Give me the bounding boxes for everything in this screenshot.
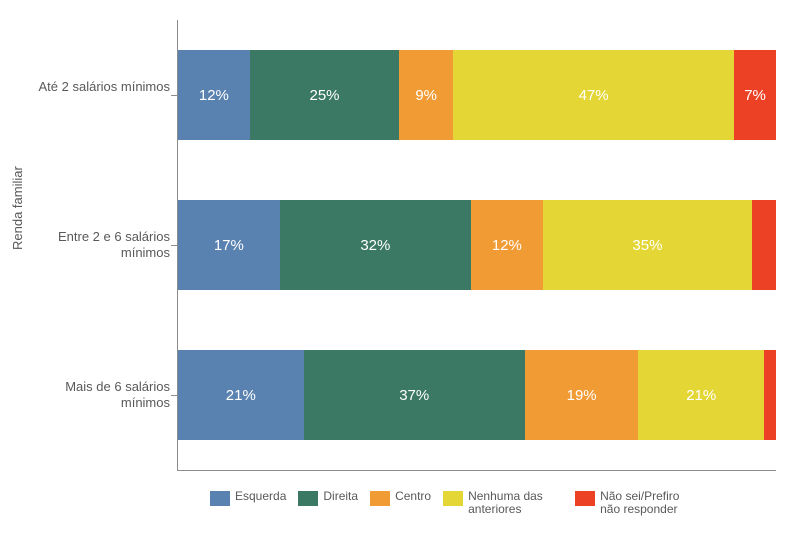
bar-value-label: 12% bbox=[199, 87, 229, 104]
bar-value-label: 17% bbox=[214, 237, 244, 254]
legend-item-esquerda: Esquerda bbox=[210, 490, 286, 506]
axis-tick bbox=[171, 95, 177, 96]
y-axis-title: Renda familiar bbox=[10, 166, 25, 250]
legend: Esquerda Direita Centro Nenhuma das anterio… bbox=[210, 490, 785, 516]
legend-item-centro: Centro bbox=[370, 490, 431, 506]
bar-value-label: 19% bbox=[567, 387, 597, 404]
plot-area: 12% 25% 9% 47% 7% 17% 32% 12% 35% 21% 37% 19% 21% bbox=[177, 20, 776, 471]
bar-segment-centro: 9% bbox=[399, 50, 453, 140]
bar-segment-esquerda: 12% bbox=[178, 50, 250, 140]
bar-row: 12% 25% 9% 47% 7% bbox=[178, 50, 776, 140]
bar-segment-centro: 19% bbox=[525, 350, 639, 440]
legend-label: Direita bbox=[323, 490, 358, 503]
legend-label: Não sei/Prefiro não responder bbox=[600, 490, 695, 516]
legend-item-nenhuma: Nenhuma das anteriores bbox=[443, 490, 563, 516]
bar-segment-esquerda: 21% bbox=[178, 350, 304, 440]
bar-segment-naosei bbox=[752, 200, 776, 290]
bar-segment-nenhuma: 21% bbox=[638, 350, 764, 440]
category-label: Até 2 salários mínimos bbox=[30, 79, 170, 95]
bar-value-label: 37% bbox=[399, 387, 429, 404]
category-label: Mais de 6 salários mínimos bbox=[30, 379, 170, 412]
bar-row: 21% 37% 19% 21% bbox=[178, 350, 776, 440]
bar-segment-direita: 25% bbox=[250, 50, 400, 140]
bar-segment-centro: 12% bbox=[471, 200, 543, 290]
bar-value-label: 21% bbox=[686, 387, 716, 404]
legend-swatch bbox=[370, 491, 390, 506]
legend-item-naosei: Não sei/Prefiro não responder bbox=[575, 490, 695, 516]
category-label: Entre 2 e 6 salários mínimos bbox=[30, 229, 170, 262]
bar-value-label: 21% bbox=[226, 387, 256, 404]
legend-swatch bbox=[298, 491, 318, 506]
bar-value-label: 32% bbox=[360, 237, 390, 254]
stacked-bar-chart: Renda familiar 12% 25% 9% 47% 7% 17% 32% 12% 35%… bbox=[0, 0, 800, 543]
axis-tick bbox=[171, 395, 177, 396]
bar-segment-nenhuma: 35% bbox=[543, 200, 752, 290]
bar-value-label: 9% bbox=[415, 87, 437, 104]
bar-segment-nenhuma: 47% bbox=[453, 50, 734, 140]
legend-swatch bbox=[443, 491, 463, 506]
bar-value-label: 12% bbox=[492, 237, 522, 254]
bar-row: 17% 32% 12% 35% bbox=[178, 200, 776, 290]
legend-label: Nenhuma das anteriores bbox=[468, 490, 563, 516]
axis-tick bbox=[171, 245, 177, 246]
bar-segment-naosei bbox=[764, 350, 776, 440]
bar-value-label: 25% bbox=[309, 87, 339, 104]
legend-swatch bbox=[575, 491, 595, 506]
bar-segment-naosei: 7% bbox=[734, 50, 776, 140]
bar-segment-direita: 37% bbox=[304, 350, 525, 440]
legend-item-direita: Direita bbox=[298, 490, 358, 506]
bar-segment-direita: 32% bbox=[280, 200, 471, 290]
legend-swatch bbox=[210, 491, 230, 506]
bar-value-label: 35% bbox=[632, 237, 662, 254]
bar-value-label: 47% bbox=[579, 87, 609, 104]
bar-value-label: 7% bbox=[744, 87, 766, 104]
bar-segment-esquerda: 17% bbox=[178, 200, 280, 290]
legend-label: Centro bbox=[395, 490, 431, 503]
legend-label: Esquerda bbox=[235, 490, 286, 503]
